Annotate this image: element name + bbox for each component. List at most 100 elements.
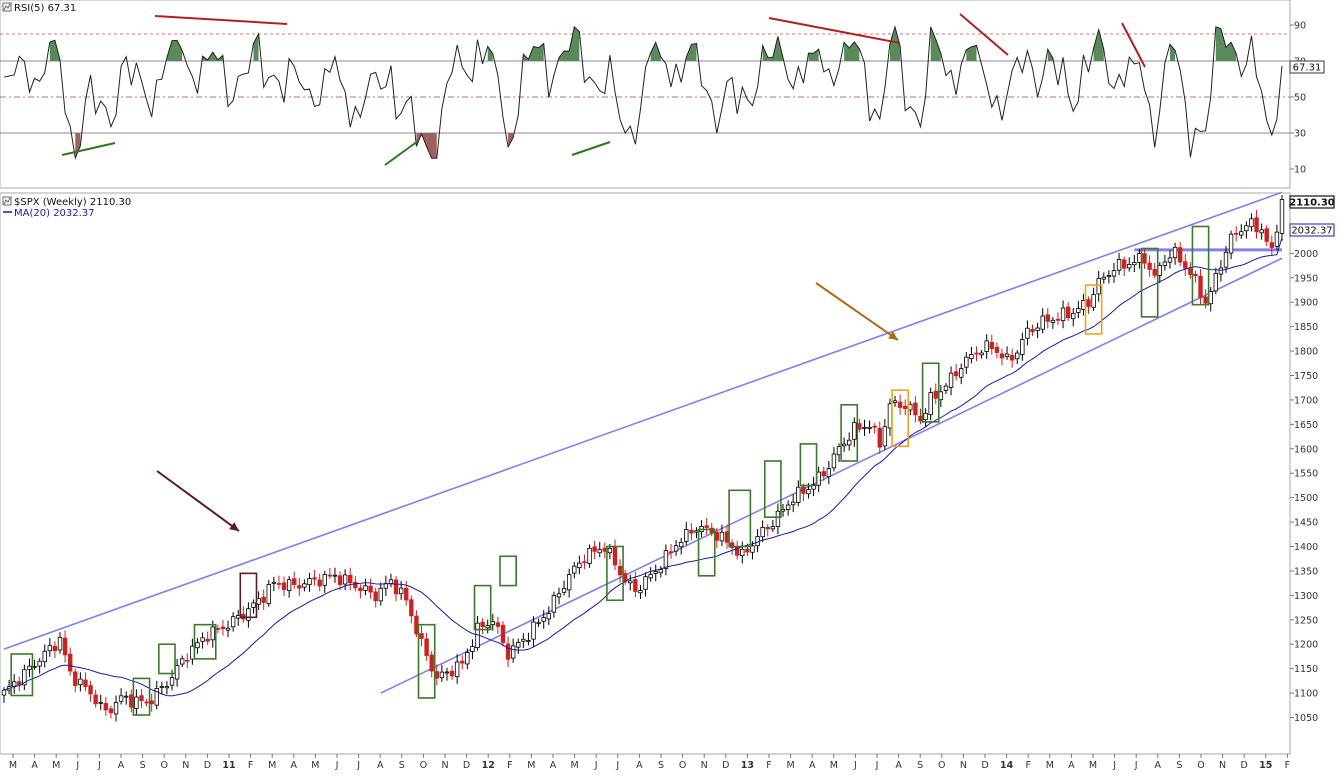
- candle-body: [246, 608, 251, 621]
- candle-body: [892, 400, 898, 403]
- candle-body: [500, 624, 506, 644]
- price-badge-text: 2110.30: [1289, 198, 1335, 209]
- price-tick-label: 1050: [1294, 713, 1318, 724]
- candle-body: [709, 527, 714, 534]
- rsi-value-badge: 67.31: [1289, 60, 1325, 74]
- candle-body: [841, 443, 847, 447]
- candle-body: [704, 525, 709, 528]
- candle-body: [1279, 199, 1285, 234]
- candle-body: [607, 547, 613, 554]
- candle-body: [302, 583, 307, 588]
- candle-body: [928, 392, 933, 416]
- x-tick-label: J: [615, 760, 619, 771]
- candle-body: [938, 391, 944, 401]
- breakout-box: [763, 460, 782, 518]
- ma-value: 2032.37: [53, 208, 94, 219]
- candle-body: [419, 633, 424, 639]
- candle-body: [1218, 267, 1224, 275]
- candle-body: [220, 626, 226, 630]
- candle-body: [1086, 299, 1091, 307]
- x-tick-label: N: [441, 760, 448, 771]
- candle-body: [414, 615, 419, 635]
- candle-body: [1106, 275, 1112, 278]
- candle-body: [129, 694, 134, 708]
- candle-body: [694, 530, 699, 533]
- breakout-box: [1191, 225, 1210, 306]
- rsi-panel: 9070503010 RSI(5) 67.31 67.31: [0, 0, 1325, 189]
- price-header-text: $SPX (Weekly) 2110.30: [14, 197, 131, 208]
- candle-body: [123, 695, 129, 698]
- x-tick-label: J: [356, 760, 360, 771]
- candle-body: [363, 585, 368, 591]
- price-tick-label: 1650: [1294, 420, 1318, 431]
- candle-body: [139, 695, 144, 701]
- candle-body: [1244, 225, 1249, 232]
- candle-body: [398, 587, 404, 595]
- candle-body: [847, 439, 852, 446]
- candle-body: [561, 587, 567, 593]
- x-tick-label: S: [140, 760, 146, 771]
- candle-body: [388, 579, 394, 584]
- candle-body: [724, 531, 730, 543]
- candle-body: [490, 621, 495, 625]
- candle-body: [1020, 339, 1025, 355]
- candle-body: [251, 602, 256, 608]
- candle-body: [541, 617, 546, 622]
- candle-body: [872, 425, 877, 428]
- rsi-overbought-fill: [1169, 44, 1176, 61]
- candle-body: [236, 615, 241, 619]
- rsi-bearish-divergence: [1121, 22, 1146, 68]
- candle-body: [1025, 327, 1030, 339]
- price-tick-label: 1250: [1294, 615, 1318, 626]
- candle-body: [88, 685, 93, 695]
- x-tick-label: J: [97, 760, 101, 771]
- price-tick-label: 1100: [1294, 689, 1318, 700]
- price-axis-ticks: 2050200019501900185018001750170016501600…: [1290, 224, 1318, 724]
- x-tick-label: O: [420, 760, 427, 771]
- candle-body: [903, 405, 908, 410]
- price-label: $SPX (Weekly): [14, 197, 87, 208]
- candle-body: [404, 587, 409, 601]
- candle-body: [729, 542, 735, 549]
- candle-body: [1055, 318, 1061, 321]
- candle-body: [673, 545, 679, 552]
- candle-body: [770, 526, 776, 530]
- candle-body: [882, 426, 888, 447]
- candle-body: [566, 574, 572, 591]
- candle-body: [897, 401, 903, 408]
- candle-body: [791, 501, 796, 506]
- rsi-bearish-divergence: [154, 15, 288, 25]
- x-tick-label: F: [1025, 760, 1030, 771]
- candle-body: [1137, 253, 1142, 263]
- candle-body: [816, 471, 821, 486]
- candle-body: [32, 666, 37, 668]
- breakout-box: [417, 623, 436, 699]
- candle-body: [1259, 229, 1264, 234]
- candle-body: [1239, 231, 1244, 236]
- candle-body: [908, 403, 913, 411]
- candle-body: [460, 660, 465, 664]
- x-tick-label: F: [507, 760, 512, 771]
- breakout-box: [132, 677, 151, 716]
- price-panel-frame: [0, 192, 1291, 755]
- rsi-badge-box: [1289, 60, 1325, 74]
- rsi-overbought-fill: [202, 52, 223, 61]
- x-tick-label: A: [118, 760, 125, 771]
- candle-body: [11, 681, 17, 688]
- x-tick-label: 12: [482, 760, 495, 771]
- candle-body: [1172, 246, 1178, 259]
- candle-body: [144, 701, 149, 704]
- candle-body: [775, 510, 781, 528]
- candle-body: [516, 642, 521, 648]
- rsi-value: 67.31: [48, 3, 77, 14]
- candle-body: [230, 616, 236, 628]
- breakout-box: [697, 528, 716, 577]
- candle-body: [918, 415, 923, 422]
- candle-body: [256, 598, 261, 605]
- candle-body: [831, 453, 837, 469]
- x-tick-label: N: [701, 760, 708, 771]
- rsi-overbought-fill: [686, 43, 697, 61]
- candle-body: [103, 703, 109, 711]
- arrow-2011-top-head: [229, 522, 239, 531]
- candle-body: [1223, 251, 1229, 268]
